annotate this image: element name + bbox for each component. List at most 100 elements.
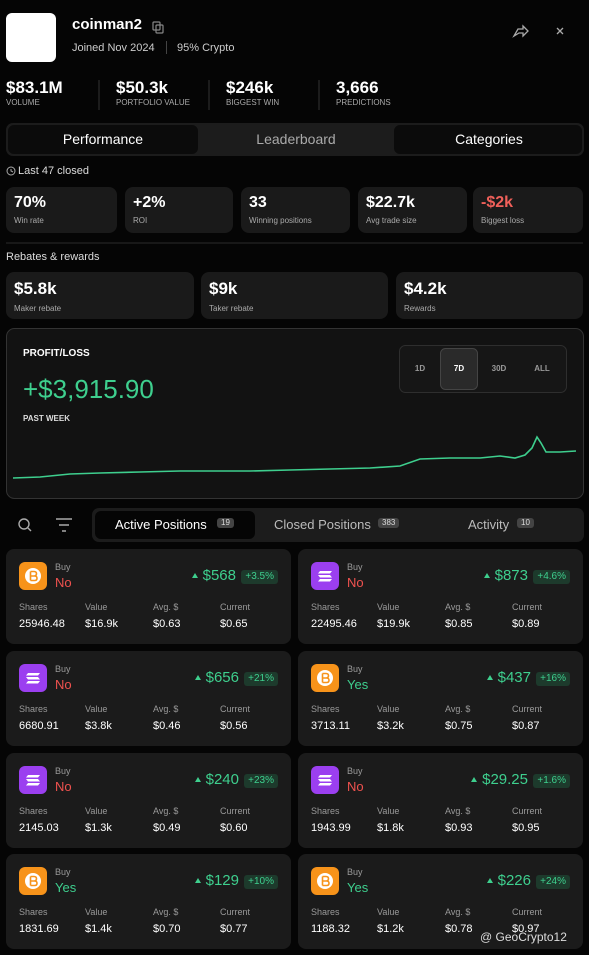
column-label: Current bbox=[512, 806, 543, 816]
column-value: 6680.91 bbox=[19, 720, 59, 732]
pnl: $437 bbox=[497, 669, 531, 686]
close-icon[interactable] bbox=[556, 27, 564, 35]
share-icon[interactable] bbox=[512, 24, 529, 38]
side: No bbox=[55, 779, 72, 794]
section-title: Rebates & rewards bbox=[6, 251, 100, 263]
watermark: @ GeoCrypto12 bbox=[480, 930, 567, 944]
column-value: $0.87 bbox=[512, 720, 540, 732]
column-label: Current bbox=[512, 602, 543, 612]
position-tab[interactable]: Closed Positions bbox=[274, 517, 371, 532]
rebate-label: Taker rebate bbox=[209, 304, 254, 313]
stat-label: Win rate bbox=[14, 216, 44, 225]
column-value: $0.56 bbox=[220, 720, 248, 732]
pnl: $29.25 bbox=[482, 771, 528, 788]
column-value: $0.85 bbox=[445, 618, 473, 630]
position-card[interactable] bbox=[6, 549, 291, 644]
solana-icon bbox=[311, 562, 339, 590]
up-arrow bbox=[195, 675, 201, 680]
column-value: $1.3k bbox=[85, 822, 112, 834]
bitcoin-icon bbox=[311, 867, 339, 895]
solana-icon bbox=[19, 766, 47, 794]
action: Buy bbox=[347, 867, 363, 877]
sep bbox=[166, 41, 167, 54]
column-label: Value bbox=[377, 602, 400, 612]
up-arrow bbox=[192, 573, 198, 578]
column-value: $3.2k bbox=[377, 720, 404, 732]
change: +23% bbox=[244, 774, 278, 788]
up-arrow bbox=[487, 675, 493, 680]
range-button[interactable]: 7D bbox=[453, 364, 465, 373]
side: No bbox=[55, 677, 72, 692]
copy-icon[interactable] bbox=[152, 21, 164, 34]
stat-value: -$2k bbox=[481, 194, 514, 211]
column-label: Current bbox=[220, 806, 251, 816]
column-label: Shares bbox=[311, 602, 340, 612]
tab-bg bbox=[394, 125, 582, 154]
change: +1.6% bbox=[533, 774, 570, 788]
filter-icon[interactable] bbox=[56, 518, 72, 532]
pnl: $568 bbox=[202, 567, 236, 584]
column-value: $0.95 bbox=[512, 822, 540, 834]
change: +10% bbox=[244, 875, 278, 889]
column-value: $0.63 bbox=[153, 618, 181, 630]
tab-selected bbox=[95, 511, 255, 539]
side: Yes bbox=[347, 880, 369, 895]
column-label: Value bbox=[377, 704, 400, 714]
position-tab[interactable]: Active Positions bbox=[115, 517, 207, 532]
pnl-period: PAST WEEK bbox=[23, 414, 70, 423]
stat-label: Avg trade size bbox=[366, 216, 417, 225]
up-arrow bbox=[487, 878, 493, 883]
pnl-sparkline bbox=[12, 435, 577, 479]
position-card[interactable] bbox=[298, 651, 583, 746]
column-label: Shares bbox=[311, 704, 340, 714]
pnl-value: +$3,915.90 bbox=[23, 374, 154, 404]
position-card[interactable] bbox=[6, 854, 291, 949]
position-card[interactable] bbox=[6, 651, 291, 746]
range-button[interactable]: ALL bbox=[534, 364, 550, 373]
column-label: Avg. $ bbox=[153, 704, 179, 714]
bitcoin-icon bbox=[19, 867, 47, 895]
column-value: $0.78 bbox=[445, 923, 473, 935]
column-value: $0.46 bbox=[153, 720, 181, 732]
column-label: Current bbox=[220, 704, 251, 714]
search-icon[interactable] bbox=[18, 518, 32, 532]
column-label: Shares bbox=[19, 602, 48, 612]
column-value: $0.49 bbox=[153, 822, 181, 834]
column-label: Shares bbox=[311, 806, 340, 816]
range-button[interactable]: 1D bbox=[414, 364, 426, 373]
pnl: $873 bbox=[494, 567, 528, 584]
rebate-label: Maker rebate bbox=[14, 304, 62, 313]
pnl: $656 bbox=[205, 669, 239, 686]
stat-card bbox=[241, 187, 350, 233]
action: Buy bbox=[55, 867, 71, 877]
tab[interactable]: Leaderboard bbox=[256, 131, 336, 147]
pnl-title: PROFIT/LOSS bbox=[23, 348, 90, 359]
position-card[interactable] bbox=[298, 753, 583, 848]
column-value: $19.9k bbox=[377, 618, 411, 630]
column-label: Avg. $ bbox=[445, 704, 471, 714]
action: Buy bbox=[55, 766, 71, 776]
column-value: $3.8k bbox=[85, 720, 112, 732]
column-label: Current bbox=[512, 704, 543, 714]
up-arrow bbox=[471, 777, 477, 782]
avatar bbox=[6, 13, 56, 62]
solana-icon bbox=[19, 664, 47, 692]
tab[interactable]: Categories bbox=[455, 131, 523, 147]
action: Buy bbox=[347, 562, 363, 572]
tab[interactable]: Performance bbox=[62, 131, 144, 147]
position-tab[interactable]: Activity bbox=[468, 517, 510, 532]
tab-count: 19 bbox=[217, 518, 234, 528]
position-card[interactable] bbox=[298, 854, 583, 949]
tab-count: 10 bbox=[517, 518, 534, 528]
action: Buy bbox=[347, 766, 363, 776]
column-value: $0.60 bbox=[220, 822, 248, 834]
position-card[interactable] bbox=[6, 753, 291, 848]
rebate-card bbox=[201, 272, 388, 319]
column-value: $0.65 bbox=[220, 618, 248, 630]
range-button[interactable]: 30D bbox=[491, 364, 507, 373]
rebate-card bbox=[396, 272, 583, 319]
pnl: $129 bbox=[205, 872, 239, 889]
position-card[interactable] bbox=[298, 549, 583, 644]
column-label: Value bbox=[377, 907, 400, 917]
